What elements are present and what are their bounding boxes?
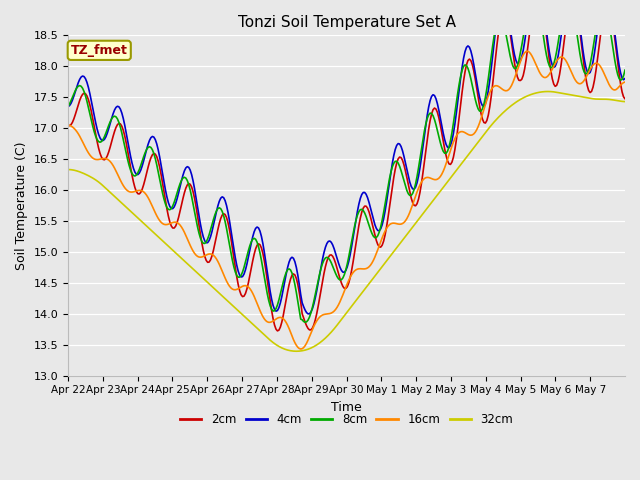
X-axis label: Time: Time: [331, 401, 362, 414]
16cm: [463, 131, 470, 136]
4cm: [620, 77, 627, 83]
4cm: [83, 79, 91, 85]
32cm: [547, 89, 555, 95]
32cm: [64, 167, 72, 172]
8cm: [463, 63, 470, 69]
Text: TZ_fmet: TZ_fmet: [71, 44, 128, 57]
2cm: [83, 93, 91, 99]
8cm: [83, 98, 91, 104]
8cm: [100, 134, 108, 140]
32cm: [83, 172, 91, 178]
16cm: [547, 69, 555, 75]
32cm: [544, 89, 552, 95]
16cm: [524, 48, 531, 54]
8cm: [301, 319, 309, 325]
Line: 2cm: 2cm: [68, 0, 625, 331]
8cm: [621, 67, 629, 73]
2cm: [621, 96, 629, 102]
Title: Tonzi Soil Temperature Set A: Tonzi Soil Temperature Set A: [237, 15, 456, 30]
4cm: [304, 311, 312, 317]
16cm: [83, 147, 91, 153]
4cm: [463, 45, 470, 50]
8cm: [547, 65, 555, 71]
2cm: [620, 94, 627, 100]
Line: 32cm: 32cm: [68, 92, 625, 351]
8cm: [352, 217, 360, 223]
2cm: [100, 157, 108, 163]
4cm: [100, 136, 108, 142]
2cm: [352, 240, 360, 246]
16cm: [352, 267, 360, 273]
2cm: [64, 122, 72, 128]
4cm: [352, 217, 360, 223]
16cm: [621, 79, 629, 85]
Line: 8cm: 8cm: [68, 0, 625, 322]
8cm: [620, 73, 627, 79]
Line: 16cm: 16cm: [68, 51, 625, 349]
16cm: [297, 346, 305, 352]
32cm: [292, 348, 300, 354]
16cm: [64, 122, 72, 128]
32cm: [352, 298, 360, 303]
4cm: [547, 57, 555, 63]
32cm: [100, 184, 108, 190]
16cm: [620, 80, 627, 85]
2cm: [273, 328, 281, 334]
8cm: [64, 104, 72, 109]
4cm: [64, 104, 72, 109]
4cm: [621, 76, 629, 82]
Y-axis label: Soil Temperature (C): Soil Temperature (C): [15, 141, 28, 270]
Legend: 2cm, 4cm, 8cm, 16cm, 32cm: 2cm, 4cm, 8cm, 16cm, 32cm: [175, 408, 518, 431]
32cm: [621, 99, 629, 105]
16cm: [100, 156, 108, 161]
32cm: [620, 99, 627, 105]
2cm: [547, 68, 555, 74]
2cm: [463, 62, 470, 68]
Line: 4cm: 4cm: [68, 0, 625, 314]
32cm: [463, 155, 470, 160]
